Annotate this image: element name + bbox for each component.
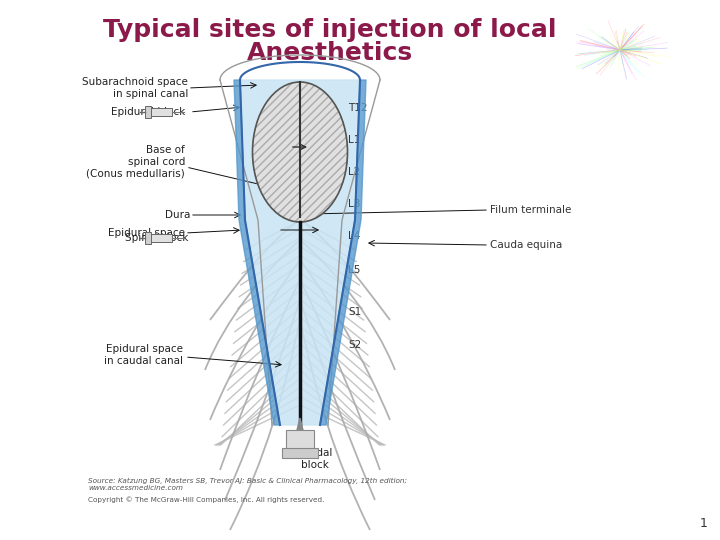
Bar [282, 448, 318, 458]
Text: Dura: Dura [165, 210, 190, 220]
Text: L1: L1 [348, 135, 361, 145]
Bar [150, 234, 172, 242]
Text: Epidural space: Epidural space [108, 228, 185, 238]
Text: T12: T12 [348, 103, 367, 113]
Text: Anesthetics: Anesthetics [247, 41, 413, 65]
Text: Subarachnoid space
in spinal canal: Subarachnoid space in spinal canal [82, 77, 188, 99]
Text: L3: L3 [348, 199, 361, 209]
Text: S2: S2 [348, 340, 361, 350]
Ellipse shape [253, 82, 348, 222]
Text: Spinal block: Spinal block [125, 233, 188, 243]
Text: L5: L5 [348, 265, 361, 275]
Bar [145, 232, 151, 244]
Text: Copyright © The McGraw-Hill Companies, Inc. All rights reserved.: Copyright © The McGraw-Hill Companies, I… [88, 496, 325, 503]
Text: Source: Katzung BG, Masters SB, Trevor AJ: Basic & Clinical Pharmacology, 12th e: Source: Katzung BG, Masters SB, Trevor A… [88, 478, 407, 491]
Text: Epidural block: Epidural block [111, 107, 185, 117]
Text: Caudal
block: Caudal block [297, 448, 333, 470]
Text: 1: 1 [700, 517, 708, 530]
Text: Epidural space
in caudal canal: Epidural space in caudal canal [104, 344, 183, 366]
Polygon shape [297, 418, 303, 430]
Bar [145, 106, 151, 118]
Bar [150, 108, 172, 116]
Polygon shape [234, 80, 280, 425]
Text: Cauda equina: Cauda equina [490, 240, 562, 250]
Text: L2: L2 [348, 167, 361, 177]
Text: S1: S1 [348, 307, 361, 317]
Polygon shape [240, 80, 360, 425]
Bar [286, 430, 314, 450]
Text: Typical sites of injection of local: Typical sites of injection of local [103, 18, 557, 42]
Polygon shape [320, 80, 366, 425]
Text: Base of
spinal cord
(Conus medullaris): Base of spinal cord (Conus medullaris) [86, 145, 185, 179]
Text: L4: L4 [348, 231, 361, 241]
Text: Filum terminale: Filum terminale [490, 205, 572, 215]
